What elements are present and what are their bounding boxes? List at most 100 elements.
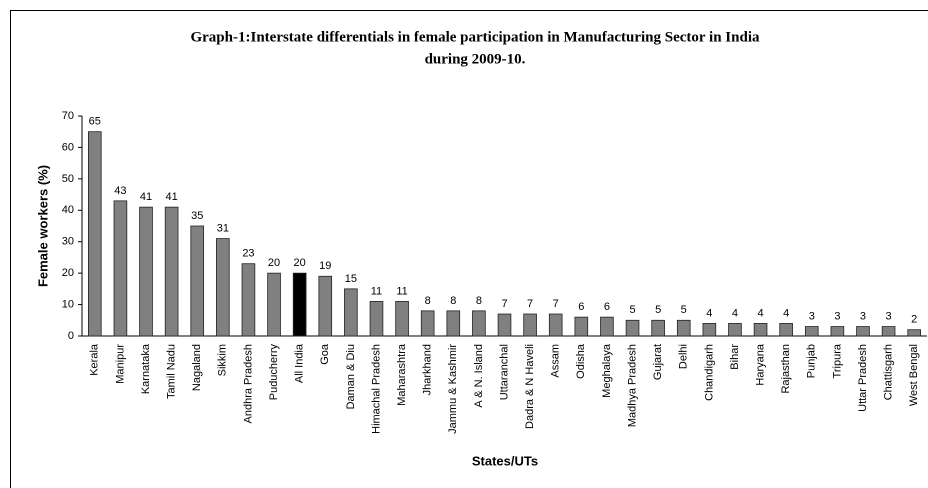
bar bbox=[625, 319, 640, 337]
bar bbox=[139, 206, 153, 337]
y-axis-title: Female workers (%) bbox=[35, 165, 50, 287]
y-tick-label: 10 bbox=[62, 298, 74, 310]
bar bbox=[728, 323, 742, 337]
bar bbox=[600, 316, 614, 337]
x-tick-label: Tripura bbox=[831, 343, 843, 378]
bar bbox=[420, 310, 435, 337]
data-label: 3 bbox=[834, 310, 840, 322]
data-label: 15 bbox=[345, 273, 357, 285]
x-tick-label: Chattisgarh bbox=[882, 344, 894, 400]
x-tick-label: Himachal Pradesh bbox=[370, 344, 382, 434]
x-tick-label: Odisha bbox=[575, 343, 587, 379]
x-tick-label: Chandigarh bbox=[703, 344, 715, 401]
bar bbox=[907, 329, 921, 337]
x-tick-label: Haryana bbox=[754, 343, 766, 385]
bar bbox=[676, 319, 691, 337]
data-label: 6 bbox=[604, 301, 610, 313]
data-label: 8 bbox=[450, 295, 456, 307]
bar bbox=[190, 225, 205, 337]
x-tick-label: Manipur bbox=[114, 344, 126, 384]
x-tick-label: Jammu & Kashmir bbox=[447, 344, 459, 434]
x-tick-label: A & N. Island bbox=[473, 344, 485, 408]
x-tick-label: Maharashtra bbox=[396, 343, 408, 406]
y-tick-label: 0 bbox=[68, 330, 74, 342]
x-tick-label: Daman & Diu bbox=[345, 344, 357, 409]
data-label: 19 bbox=[319, 260, 331, 272]
chart-title: Graph-1:Interstate differentials in fema… bbox=[190, 29, 760, 45]
data-label: 4 bbox=[732, 307, 738, 319]
x-tick-label: Bihar bbox=[729, 344, 741, 370]
data-label: 5 bbox=[655, 304, 661, 316]
bar bbox=[318, 275, 333, 337]
x-tick-label: Kerala bbox=[89, 343, 101, 376]
data-label: 3 bbox=[860, 310, 866, 322]
x-tick-label: Delhi bbox=[678, 344, 690, 369]
data-label: 35 bbox=[191, 210, 203, 222]
bar bbox=[113, 200, 128, 337]
data-label: 8 bbox=[425, 295, 431, 307]
data-label: 5 bbox=[629, 304, 635, 316]
bar bbox=[856, 326, 870, 337]
x-tick-label: Nagaland bbox=[191, 344, 203, 391]
x-tick-label: Meghalaya bbox=[601, 343, 613, 398]
bar bbox=[523, 313, 537, 337]
data-label: 20 bbox=[268, 257, 280, 269]
data-label: 20 bbox=[294, 257, 306, 269]
y-tick-label: 50 bbox=[62, 173, 74, 185]
x-tick-label: Dadra & N Haveli bbox=[524, 344, 536, 429]
bar bbox=[292, 272, 307, 337]
data-label: 2 bbox=[911, 314, 917, 326]
data-label: 23 bbox=[242, 248, 254, 260]
data-label: 65 bbox=[89, 116, 101, 128]
x-tick-label: Madhya Pradesh bbox=[626, 344, 638, 427]
data-label: 7 bbox=[527, 298, 533, 310]
x-tick-label: Punjab bbox=[806, 344, 818, 378]
y-tick-label: 70 bbox=[62, 110, 74, 122]
data-label: 8 bbox=[476, 295, 482, 307]
x-tick-label: West Bengal bbox=[908, 344, 920, 406]
data-label: 6 bbox=[578, 301, 584, 313]
bar bbox=[702, 323, 717, 337]
bar bbox=[88, 131, 102, 337]
bar bbox=[472, 310, 486, 337]
data-label: 7 bbox=[501, 298, 507, 310]
x-axis-title: States/UTs bbox=[472, 453, 538, 468]
bar bbox=[369, 301, 384, 337]
x-tick-label: Jharkhand bbox=[422, 344, 434, 395]
x-tick-label: Sikkim bbox=[217, 344, 229, 376]
bar bbox=[548, 313, 563, 337]
bar bbox=[753, 323, 768, 337]
y-tick-label: 60 bbox=[62, 141, 74, 153]
bar bbox=[164, 206, 179, 337]
data-label: 3 bbox=[886, 310, 892, 322]
bar bbox=[216, 238, 230, 337]
bar bbox=[651, 319, 665, 337]
y-tick-label: 30 bbox=[62, 236, 74, 248]
x-tick-label: Karnataka bbox=[140, 343, 152, 394]
bar bbox=[881, 326, 896, 337]
bar bbox=[497, 313, 512, 337]
bar bbox=[574, 316, 589, 337]
x-tick-label: Rajasthan bbox=[780, 344, 792, 394]
y-tick-label: 40 bbox=[62, 204, 74, 216]
data-label: 41 bbox=[140, 191, 152, 203]
x-tick-label: Uttaranchal bbox=[498, 344, 510, 400]
x-tick-label: Goa bbox=[319, 343, 331, 365]
y-tick-label: 20 bbox=[62, 267, 74, 279]
data-label: 4 bbox=[757, 307, 763, 319]
data-label: 7 bbox=[553, 298, 559, 310]
data-label: 43 bbox=[114, 185, 126, 197]
data-label: 5 bbox=[681, 304, 687, 316]
data-label: 31 bbox=[217, 222, 229, 234]
x-tick-label: All India bbox=[294, 343, 306, 383]
x-tick-label: Assam bbox=[550, 344, 562, 378]
data-label: 11 bbox=[371, 285, 382, 297]
x-tick-label: Gujarat bbox=[652, 344, 664, 380]
bar bbox=[395, 301, 409, 337]
bar bbox=[241, 263, 256, 337]
bar bbox=[344, 288, 358, 337]
chart-title: during 2009-10. bbox=[425, 51, 526, 67]
bar bbox=[267, 272, 281, 337]
x-tick-label: Puducherry bbox=[268, 344, 280, 401]
